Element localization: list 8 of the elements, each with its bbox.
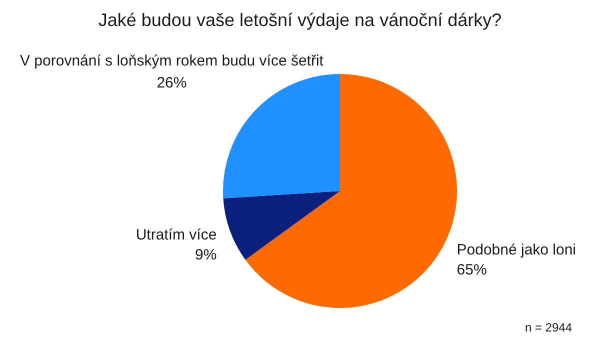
chart-title: Jaké budou vaše letošní výdaje na vánoční dárky? <box>98 10 502 30</box>
text: n = 2944 <box>524 320 572 334</box>
data-label: 9% <box>195 246 217 264</box>
slice-label: Podobné jako loni <box>456 242 576 259</box>
data-label: 65% <box>456 262 487 279</box>
data-label: 26% <box>156 74 187 92</box>
slice-label: Utratím více <box>136 226 217 244</box>
slice-label: V porovnání s loňským rokem budu více šetřit <box>20 52 324 70</box>
